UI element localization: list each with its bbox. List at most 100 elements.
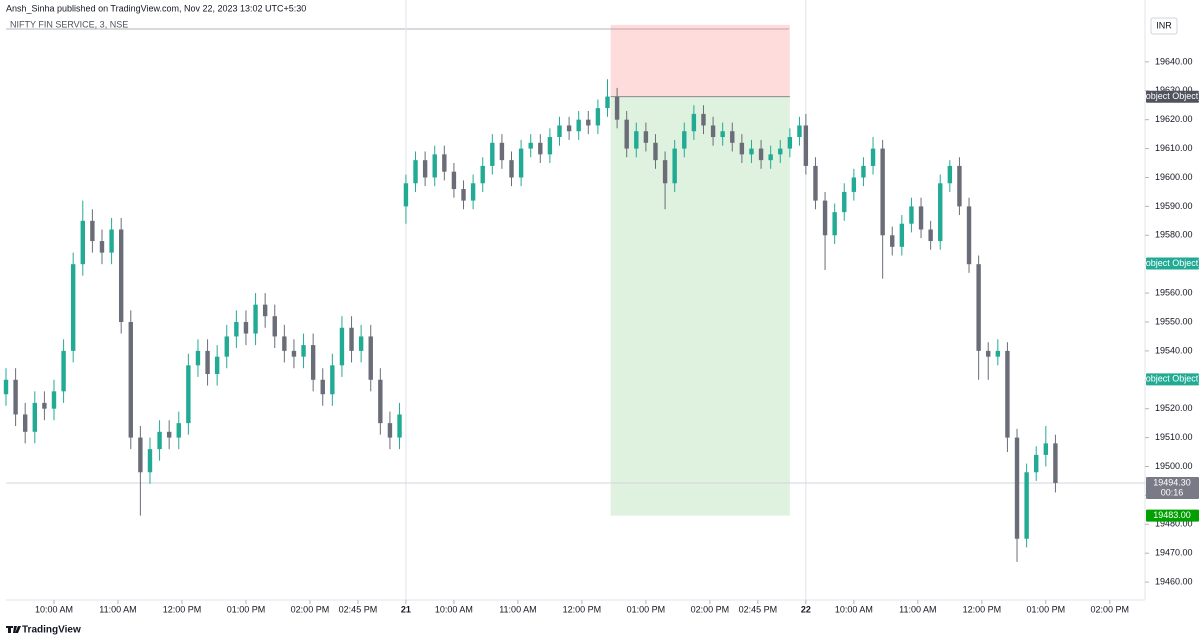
x-tick-label: 02:00 PM xyxy=(1091,604,1130,614)
y-tick-label: 19510.00 xyxy=(1155,432,1193,442)
candle-body xyxy=(301,345,306,357)
candle-body xyxy=(262,304,268,317)
countdown: 00:16 xyxy=(1161,487,1184,497)
candle-body xyxy=(138,437,143,473)
y-tick-label: 19550.00 xyxy=(1155,316,1193,326)
candle-body xyxy=(157,431,162,450)
y-tick-label: 19590.00 xyxy=(1155,201,1193,211)
candle-body xyxy=(682,131,687,149)
candle-body xyxy=(480,165,485,184)
candle-body xyxy=(643,131,649,143)
candle-body xyxy=(470,183,476,201)
y-tick-label: 19600.00 xyxy=(1155,172,1193,182)
candle-body xyxy=(730,131,735,143)
candle-body xyxy=(509,160,514,178)
y-tick-label: 19520.00 xyxy=(1155,403,1193,413)
candle-body xyxy=(768,154,773,161)
last-price-label: 19494.30 xyxy=(1153,477,1191,487)
currency-box[interactable] xyxy=(1150,17,1178,35)
candle-body xyxy=(1014,437,1020,539)
logo-mark xyxy=(6,626,21,633)
candle-body xyxy=(822,200,828,236)
candle-body xyxy=(99,241,105,253)
candle-body xyxy=(851,177,857,192)
candle-body xyxy=(797,125,802,138)
symbol-label: NIFTY FIN SERVICE, 3, NSE xyxy=(10,19,128,29)
candle-body xyxy=(803,125,809,166)
candle-body xyxy=(547,137,553,155)
x-tick-label: 10:00 AM xyxy=(835,604,873,614)
candle-body xyxy=(80,220,85,265)
y-tick-label: 19640.00 xyxy=(1155,56,1193,66)
candle-body xyxy=(957,165,962,207)
x-tick-label: 12:00 PM xyxy=(563,604,602,614)
candle-body xyxy=(214,356,220,375)
currency-label: INR xyxy=(1156,20,1172,30)
candle-body xyxy=(224,336,229,357)
candle-body xyxy=(310,345,316,380)
x-tick-label: 02:45 PM xyxy=(739,604,778,614)
candle-body xyxy=(320,379,325,395)
x-tick-label: 10:00 AM xyxy=(35,604,73,614)
x-tick-label: 22 xyxy=(801,604,811,614)
y-tick-label: 19560.00 xyxy=(1155,287,1193,297)
candle-body xyxy=(118,229,124,322)
candle-body xyxy=(330,365,335,395)
x-tick-label: 11:00 AM xyxy=(499,604,536,614)
candle-body xyxy=(832,212,837,236)
candle-body xyxy=(701,113,706,126)
price-label: 19483.00 xyxy=(1153,510,1191,520)
candle-body xyxy=(691,113,697,132)
candle-body xyxy=(566,125,572,132)
candle-body xyxy=(368,336,373,380)
candle-body xyxy=(909,206,914,224)
candle-body xyxy=(557,125,562,138)
candle-body xyxy=(128,321,133,438)
candle-body xyxy=(1043,443,1049,455)
candle-body xyxy=(966,206,972,265)
candle-body xyxy=(787,137,793,149)
candle-body xyxy=(624,119,629,149)
candle-body xyxy=(634,131,639,149)
candle-body xyxy=(528,142,533,149)
candle-body xyxy=(109,229,114,253)
candle-body xyxy=(672,148,677,184)
y-tick-label: 19500.00 xyxy=(1155,461,1193,471)
tradingview-logo[interactable]: TradingView xyxy=(6,625,81,636)
target-zone xyxy=(610,96,790,516)
candle-body xyxy=(890,235,895,247)
candle-body xyxy=(3,379,9,395)
candle-body xyxy=(710,125,716,138)
candle-body xyxy=(147,449,153,473)
y-tick-label: 19580.00 xyxy=(1155,230,1193,240)
candle-body xyxy=(378,379,383,424)
x-tick-label: 02:45 PM xyxy=(339,604,378,614)
y-tick-label: 19620.00 xyxy=(1155,114,1193,124)
price-label-bg xyxy=(1146,373,1199,386)
candle-body xyxy=(32,402,37,432)
candle-body xyxy=(1053,443,1058,483)
candle-body xyxy=(51,391,57,409)
candle-body xyxy=(918,206,924,230)
candle-body xyxy=(205,350,210,375)
candle-body xyxy=(1034,454,1039,473)
x-tick-label: 12:00 PM xyxy=(163,604,202,614)
x-tick-label: 12:00 PM xyxy=(963,604,1002,614)
candle-body xyxy=(349,327,354,351)
candle-body xyxy=(614,96,620,120)
candle-body xyxy=(42,402,47,409)
candle-body xyxy=(842,191,847,213)
candle-body xyxy=(928,229,933,242)
candle-body xyxy=(899,223,905,247)
candle-body xyxy=(749,148,754,155)
candle-body xyxy=(995,350,1001,357)
candle-body xyxy=(272,316,277,337)
x-tick-label: 02:00 PM xyxy=(691,604,730,614)
x-tick-label: 21 xyxy=(401,604,411,614)
candle-body xyxy=(422,160,428,178)
candle-body xyxy=(576,119,581,132)
candle-body xyxy=(870,148,876,166)
y-tick-label: 19470.00 xyxy=(1155,548,1193,558)
